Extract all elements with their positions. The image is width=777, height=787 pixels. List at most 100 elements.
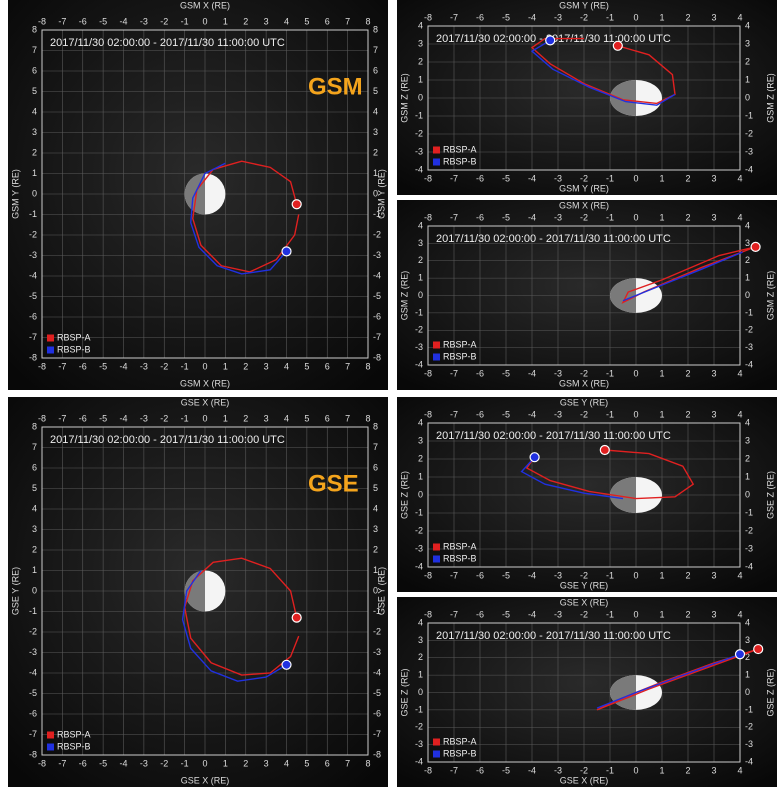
y-tick-label: 3 — [373, 127, 378, 137]
x-tick-label: -5 — [99, 361, 107, 371]
y-tick-label: 4 — [32, 106, 37, 116]
x-tick-label: 3 — [711, 368, 716, 378]
y-tick-label: 1 — [418, 74, 423, 84]
legend-label: RBSP-B — [57, 344, 91, 354]
annotation: GSM — [308, 73, 363, 100]
x-tick-label: 5 — [304, 758, 309, 768]
y-axis-label: GSM Z (RE) — [765, 73, 775, 123]
y-tick-label: 2 — [32, 544, 37, 554]
legend-swatch — [47, 346, 54, 354]
x-tick-label: -1 — [606, 765, 614, 775]
legend-label: RBSP-B — [443, 553, 477, 563]
x-tick-label: -7 — [58, 361, 66, 371]
x-tick-label: -8 — [38, 413, 46, 423]
y-tick-label: 3 — [373, 524, 378, 534]
y-tick-label: 2 — [32, 147, 37, 157]
x-tick-label: -6 — [476, 765, 484, 775]
x-axis-label: GSE X (RE) — [181, 775, 230, 785]
y-tick-label: -4 — [745, 561, 753, 571]
x-tick-label: -1 — [606, 570, 614, 580]
y-tick-label: -4 — [29, 270, 37, 280]
plot-border — [427, 622, 741, 763]
x-tick-label: -7 — [450, 609, 458, 619]
legend-label: RBSP-A — [57, 332, 91, 342]
y-tick-label: -4 — [373, 667, 381, 677]
x-tick-label: -3 — [140, 16, 148, 26]
y-tick-label: -2 — [415, 525, 423, 535]
x-tick-label: 0 — [633, 609, 638, 619]
x-axis-label: GSE X (RE) — [560, 597, 609, 607]
x-tick-label: -5 — [99, 16, 107, 26]
y-tick-label: -1 — [745, 110, 753, 120]
x-tick-label: -4 — [528, 570, 536, 580]
y-tick-label: 4 — [418, 20, 423, 30]
x-tick-label: -3 — [554, 570, 562, 580]
x-tick-label: -5 — [502, 12, 510, 22]
panel: -8 -8 -7 -7 -6 -6 -5 -5 -4 -4 -3 -3 -2 -2 -1 -1 0 0 1 1 2 2 3 3… — [397, 397, 777, 592]
y-tick-label: 4 — [418, 417, 423, 427]
y-tick-label: 4 — [745, 20, 750, 30]
x-axis-label: GSM X (RE) — [180, 0, 230, 10]
x-tick-label: -1 — [606, 409, 614, 419]
orbit-line — [621, 246, 756, 305]
x-tick-label: -5 — [99, 413, 107, 423]
x-tick-label: -7 — [450, 409, 458, 419]
y-tick-label: 3 — [32, 127, 37, 137]
y-tick-label: -6 — [373, 708, 381, 718]
y-tick-label: 0 — [745, 290, 750, 300]
orbit-line — [622, 251, 743, 302]
y-tick-label: -4 — [415, 756, 423, 766]
x-tick-label: 4 — [284, 413, 289, 423]
legend-label: RBSP-B — [57, 741, 91, 751]
y-tick-label: -4 — [373, 270, 381, 280]
y-tick-label: -8 — [29, 749, 37, 759]
y-tick-label: -2 — [745, 525, 753, 535]
chart-title: 2017/11/30 02:00:00 - 2017/11/30 11:00:0… — [50, 37, 285, 49]
y-tick-label: 0 — [745, 687, 750, 697]
y-tick-label: -2 — [29, 626, 37, 636]
x-tick-label: -5 — [502, 570, 510, 580]
y-axis-label: GSE Z (RE) — [399, 471, 409, 519]
x-tick-label: -2 — [160, 413, 168, 423]
y-tick-label: 6 — [32, 65, 37, 75]
y-tick-label: 2 — [418, 56, 423, 66]
x-tick-label: -1 — [606, 12, 614, 22]
y-tick-label: 3 — [745, 635, 750, 645]
y-tick-label: 4 — [418, 617, 423, 627]
x-tick-label: 8 — [365, 361, 370, 371]
y-tick-label: 0 — [745, 489, 750, 499]
x-tick-label: 2 — [685, 765, 690, 775]
legend-swatch — [433, 738, 440, 746]
y-tick-label: -2 — [745, 128, 753, 138]
y-axis-label: GSE Z (RE) — [765, 471, 775, 519]
x-tick-label: -4 — [528, 212, 536, 222]
x-tick-label: -2 — [160, 758, 168, 768]
legend-swatch — [433, 555, 440, 563]
x-axis-label: GSM X (RE) — [559, 200, 609, 210]
y-tick-label: -3 — [29, 250, 37, 260]
x-tick-label: 0 — [202, 361, 207, 371]
x-tick-label: -4 — [528, 368, 536, 378]
x-tick-label: 6 — [325, 758, 330, 768]
x-tick-label: 2 — [685, 212, 690, 222]
x-tick-label: 3 — [264, 413, 269, 423]
y-tick-label: -1 — [745, 307, 753, 317]
y-tick-label: 3 — [745, 38, 750, 48]
x-tick-label: -8 — [424, 173, 432, 183]
x-tick-label: -7 — [58, 758, 66, 768]
earth-night — [184, 570, 205, 612]
x-tick-label: 1 — [223, 361, 228, 371]
x-tick-label: -2 — [580, 368, 588, 378]
y-tick-label: 3 — [418, 38, 423, 48]
y-tick-label: 2 — [745, 56, 750, 66]
y-tick-label: -6 — [29, 311, 37, 321]
x-tick-label: 0 — [633, 368, 638, 378]
x-tick-label: 1 — [659, 570, 664, 580]
legend-label: RBSP-B — [443, 351, 477, 361]
x-axis-label: GSE X (RE) — [181, 397, 230, 407]
y-tick-label: 8 — [32, 421, 37, 431]
x-tick-label: -8 — [38, 361, 46, 371]
y-axis-label: GSE Z (RE) — [765, 668, 775, 716]
y-tick-label: 6 — [373, 65, 378, 75]
orbit-line — [525, 449, 695, 500]
